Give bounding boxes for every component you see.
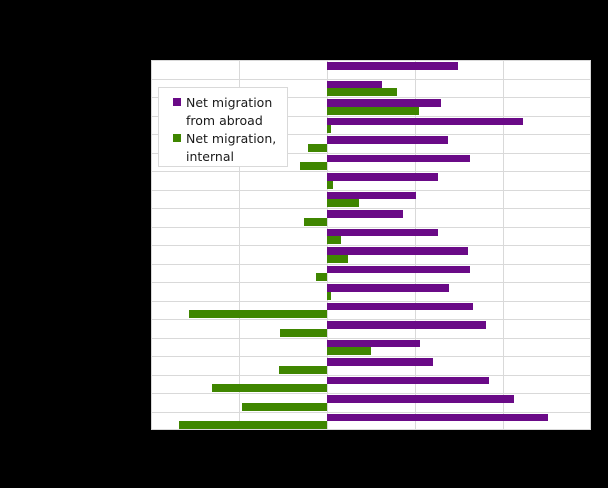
bar-abroad [327, 117, 524, 126]
bar-abroad [327, 413, 548, 422]
bar-internal [327, 199, 359, 208]
legend-swatch-abroad-icon [173, 98, 181, 106]
bar-abroad [327, 62, 459, 70]
horizontal-gridline [152, 245, 590, 246]
bar-internal [299, 162, 327, 171]
horizontal-gridline [152, 319, 590, 320]
bar-abroad [327, 339, 421, 348]
bar-abroad [327, 154, 470, 163]
bar-abroad [327, 210, 403, 218]
bar-abroad [327, 80, 382, 89]
bar-abroad [327, 136, 448, 144]
bar-internal [188, 310, 327, 319]
bar-abroad [327, 284, 450, 292]
bar-abroad [327, 265, 470, 274]
bar-abroad [327, 247, 468, 255]
legend-label-internal: Net migration, internal [186, 131, 277, 164]
bar-internal [279, 365, 327, 374]
bar-internal [327, 291, 331, 300]
horizontal-gridline [152, 208, 590, 209]
bar-abroad [327, 191, 416, 200]
bar-internal [327, 125, 331, 134]
horizontal-gridline [152, 263, 590, 265]
bar-abroad [327, 321, 487, 329]
bar-internal [211, 384, 327, 393]
horizontal-gridline [152, 374, 590, 376]
bar-internal [316, 273, 327, 282]
bar-abroad [327, 302, 474, 311]
bar-internal [307, 143, 327, 152]
horizontal-gridline [152, 171, 590, 172]
horizontal-gridline [152, 411, 590, 413]
bar-internal [327, 236, 342, 245]
legend: Net migration from abroad Net migration,… [158, 87, 288, 167]
bar-internal [304, 217, 327, 226]
legend-label-abroad: Net migration from abroad [186, 95, 273, 128]
bar-internal [280, 328, 327, 337]
horizontal-gridline [152, 393, 590, 394]
bar-abroad [327, 99, 441, 107]
horizontal-gridline [152, 97, 590, 98]
horizontal-gridline [152, 189, 590, 191]
bar-internal [327, 254, 349, 263]
bar-abroad [327, 376, 489, 385]
bar-abroad [327, 358, 433, 366]
bar-internal [327, 106, 420, 115]
bar-internal [179, 421, 327, 430]
plot-area: Net migration from abroad Net migration,… [151, 60, 591, 430]
bar-internal [241, 402, 327, 411]
bar-abroad [327, 228, 438, 237]
bar-internal [327, 180, 334, 189]
bar-internal [327, 347, 371, 356]
legend-swatch-internal-icon [173, 134, 181, 142]
horizontal-gridline [152, 134, 590, 135]
bar-abroad [327, 173, 438, 181]
horizontal-gridline [152, 115, 590, 117]
bar-abroad [327, 395, 515, 403]
horizontal-gridline [152, 337, 590, 339]
horizontal-gridline [152, 152, 590, 154]
horizontal-gridline [152, 282, 590, 283]
bar-internal [327, 88, 398, 97]
horizontal-gridline [152, 356, 590, 357]
horizontal-gridline [152, 226, 590, 228]
horizontal-gridline [152, 300, 590, 302]
horizontal-gridline [152, 78, 590, 80]
